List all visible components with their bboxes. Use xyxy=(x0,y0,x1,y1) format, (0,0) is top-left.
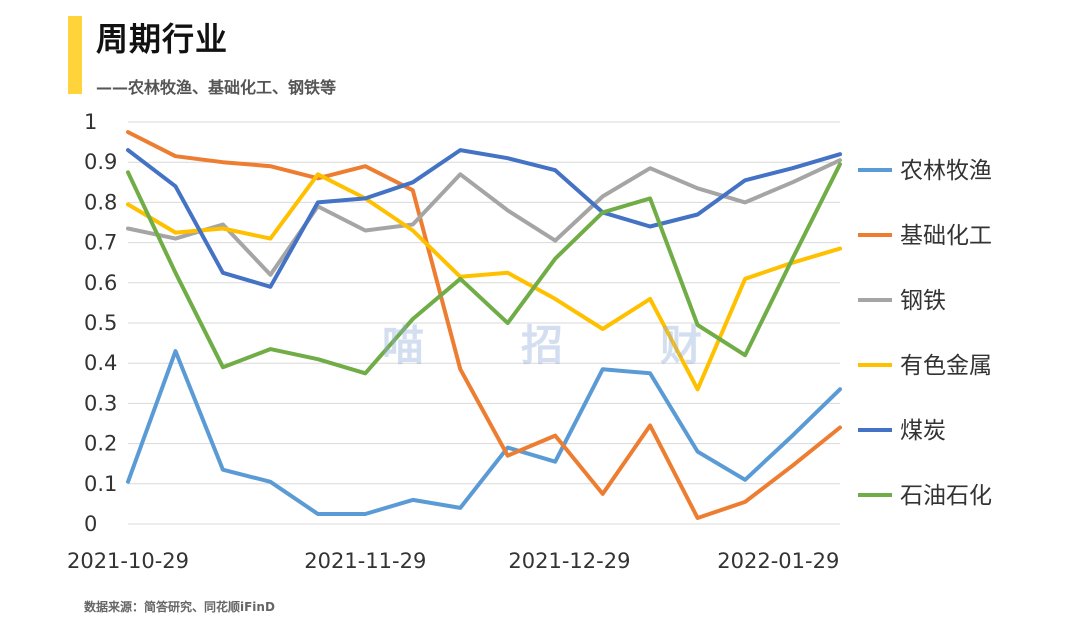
series-line-煤炭 xyxy=(126,148,842,289)
title-accent-bar xyxy=(68,16,82,94)
data-source-note: 数据来源：简答研究、同花顺iFinD xyxy=(84,600,275,614)
legend-label: 农林牧渔 xyxy=(900,158,992,184)
series-line-石油石化 xyxy=(126,162,842,376)
series-line-基础化工 xyxy=(126,130,842,520)
legend-label: 基础化工 xyxy=(900,223,992,249)
watermark-char: 喵 xyxy=(382,321,425,370)
y-tick-label: 0.5 xyxy=(84,311,117,335)
x-tick-label: 2022-01-29 xyxy=(717,549,839,573)
watermark-char: 招 xyxy=(520,321,563,370)
x-tick-label: 2021-12-29 xyxy=(508,549,630,573)
y-tick-label: 0.2 xyxy=(84,432,117,456)
y-tick-label: 0.3 xyxy=(84,391,117,415)
watermark-char: 财 xyxy=(659,321,702,370)
chart-title: 周期行业 xyxy=(96,20,229,58)
watermark: 喵 招 财 xyxy=(382,312,702,373)
x-tick-labels: 2021-10-29 2021-11-29 2021-12-29 2022-01-29 xyxy=(67,549,839,573)
legend-label: 钢铁 xyxy=(900,288,946,314)
y-tick-label: 0 xyxy=(84,512,97,536)
x-tick-label: 2021-10-29 xyxy=(67,549,189,573)
legend-label: 煤炭 xyxy=(900,418,946,444)
series-line-有色金属 xyxy=(126,172,842,392)
series-line-农林牧渔 xyxy=(126,349,842,516)
grid-lines xyxy=(128,121,840,525)
y-tick-labels: 0 0.1 0.2 0.3 0.4 0.5 0.6 0.7 0.8 0.9 1 xyxy=(84,110,117,536)
chart-subtitle: ——农林牧渔、基础化工、钢铁等 xyxy=(96,78,337,97)
series-line-钢铁 xyxy=(126,158,842,277)
series-lines xyxy=(126,130,842,520)
y-tick-label: 0.4 xyxy=(84,351,117,375)
y-tick-label: 0.9 xyxy=(84,150,117,174)
legend-label: 石油石化 xyxy=(900,483,992,509)
x-tick-label: 2021-11-29 xyxy=(304,549,426,573)
y-tick-label: 0.8 xyxy=(84,190,117,214)
y-tick-label: 0.6 xyxy=(84,271,117,295)
y-tick-label: 0.1 xyxy=(84,472,117,496)
y-tick-label: 0.7 xyxy=(84,231,117,255)
y-tick-label: 1 xyxy=(84,110,97,134)
legend-label: 有色金属 xyxy=(900,353,992,379)
